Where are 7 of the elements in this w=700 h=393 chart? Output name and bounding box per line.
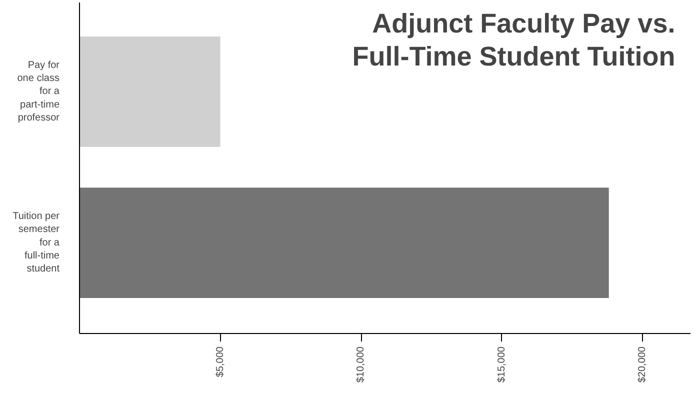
- x-tick-label: $20,000: [637, 346, 648, 383]
- y-tick-label: Pay for one class for a part-time professor: [17, 60, 60, 124]
- x-tick-label: $5,000: [214, 346, 226, 378]
- x-tick-label: $10,000: [356, 346, 367, 383]
- text: Adjunct Faculty Pay vs. Full-Time Student Tuition: [352, 8, 676, 72]
- x-tick-label: $15,000: [496, 346, 508, 383]
- y-tick-label: Tuition per semester for a full-time student: [12, 210, 60, 275]
